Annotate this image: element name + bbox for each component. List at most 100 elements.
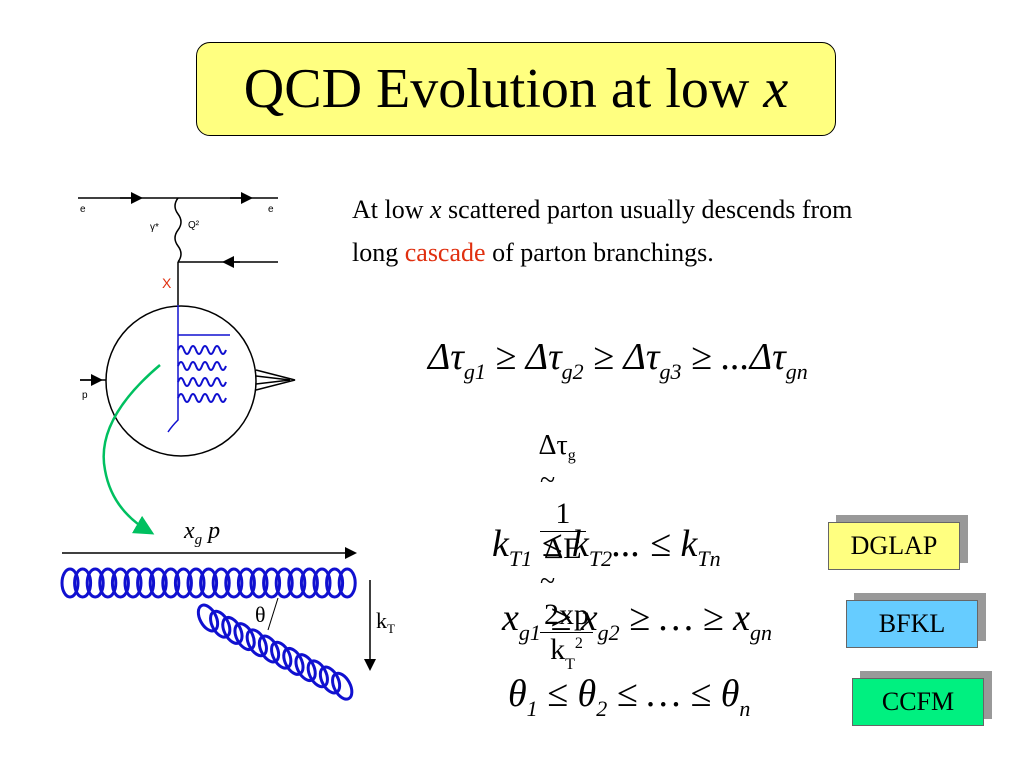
eq-part: ≥ Δτ: [583, 336, 660, 378]
title-box: QCD Evolution at low x: [196, 42, 836, 136]
eq-sub: g1: [463, 359, 486, 384]
label: Q²: [188, 220, 200, 231]
label: g: [195, 532, 203, 548]
text: scattered parton usually descends from l…: [352, 195, 853, 267]
gluon-coil: [306, 659, 329, 689]
angle-line: [267, 597, 279, 631]
eq-sub: g: [567, 447, 576, 464]
gluon-coil: [236, 567, 256, 599]
eq-part: x: [502, 597, 519, 639]
gluon-coil: [123, 567, 143, 599]
gluon-coil: [85, 567, 105, 599]
equation: θ1 ≤ θ2 ≤ … ≤ θn: [508, 672, 750, 722]
gluon-coil: [221, 615, 244, 645]
gluon-coil: [262, 567, 282, 599]
eq-sub: gn: [785, 359, 808, 384]
eq-sub: g2: [561, 359, 584, 384]
eq-sub: gn: [749, 620, 772, 645]
eq-part: ≤ k: [532, 523, 589, 565]
gluon-coil: [331, 671, 354, 701]
eq-sup: 2: [574, 635, 583, 652]
text: of parton branchings.: [485, 238, 714, 267]
gluon-coil: [257, 634, 281, 664]
gluon-coil: [224, 567, 244, 599]
gluon-coil: [245, 628, 268, 658]
parton-cascade: [167, 305, 230, 433]
label: T: [387, 621, 395, 636]
equation: Δτg ~ 1 ΔE ~ 2xp kT 2: [512, 398, 593, 706]
numerator: 2xp: [540, 598, 593, 633]
green-arrow: [102, 364, 161, 535]
gluon-coil: [161, 567, 181, 599]
photon: [174, 197, 182, 263]
label: kT: [376, 608, 395, 636]
label: x: [183, 518, 195, 544]
title: QCD Evolution at low: [243, 58, 764, 120]
gluon-coil: [209, 609, 232, 639]
eq-part: ≤ θ: [537, 673, 597, 715]
gluon-coil: [270, 640, 293, 670]
gluon-coil: [199, 567, 219, 599]
remnant: [255, 369, 296, 391]
eq-part: ≤ … ≤ θ: [607, 673, 740, 715]
scheme-tag: DGLAP: [828, 522, 960, 570]
denominator: ΔE: [544, 532, 582, 565]
text-highlight: cascade: [404, 238, 486, 267]
gluon-coil: [186, 567, 206, 599]
eq-part: Δτ: [538, 430, 568, 461]
gluon-coil: [148, 567, 168, 599]
paragraph: At low x scattered parton usually descen…: [352, 188, 872, 274]
label: e: [80, 204, 86, 215]
eq-sub: T2: [588, 546, 613, 571]
gluon-coil: [60, 567, 80, 599]
gluon: [177, 361, 227, 371]
gluon-coil: [325, 567, 345, 599]
eq-part: ≥ ...Δτ: [681, 336, 786, 378]
gluon-coil: [110, 567, 130, 599]
eq-sub: g2: [597, 620, 620, 645]
eq-sub: Tn: [697, 546, 721, 571]
eq-sub: T: [565, 656, 575, 673]
equation: xg1 ≥ xg2 ≥ … ≥ xgn: [502, 596, 772, 646]
label: e: [268, 204, 274, 215]
gluon-coil: [274, 567, 294, 599]
gluon-coil: [173, 567, 193, 599]
eq-sub: 1: [526, 696, 538, 721]
eq-part: Δτ: [428, 336, 464, 378]
gluon-coil: [98, 567, 118, 599]
eq-part: θ: [508, 673, 527, 715]
eq-sub: 2: [596, 696, 608, 721]
label: θ: [255, 602, 266, 627]
text: At low: [352, 195, 430, 224]
gluon-coil: [196, 603, 220, 633]
eq-sub: n: [739, 696, 751, 721]
label: γ*: [150, 222, 159, 233]
eq-sub: g1: [518, 620, 541, 645]
eq-part: ≥ x: [540, 597, 598, 639]
scheme-tag: CCFM: [852, 678, 984, 726]
label: k: [376, 608, 387, 633]
text: x: [430, 195, 442, 224]
gluon-coil: [312, 567, 332, 599]
proton-blob: [105, 305, 257, 457]
eq-sub: T1: [508, 546, 533, 571]
scheme-tag: BFKL: [846, 600, 978, 648]
label: p: [82, 390, 88, 401]
label: X: [162, 275, 172, 291]
gluon-coil: [249, 567, 269, 599]
label: xg p: [183, 518, 220, 548]
gluon-coil: [211, 567, 231, 599]
eq-part: ... ≤ k: [612, 523, 698, 565]
gluon-coil: [294, 653, 317, 683]
gluon-coil: [337, 567, 357, 599]
gluon-coil: [318, 665, 342, 695]
title-x: x: [763, 58, 789, 120]
eq-part: k: [550, 633, 566, 666]
gluon-coil: [287, 567, 307, 599]
eq-part: ~: [540, 566, 556, 597]
gluon-coil: [73, 567, 93, 599]
gluon-coil: [136, 567, 156, 599]
gluon: [177, 393, 227, 403]
